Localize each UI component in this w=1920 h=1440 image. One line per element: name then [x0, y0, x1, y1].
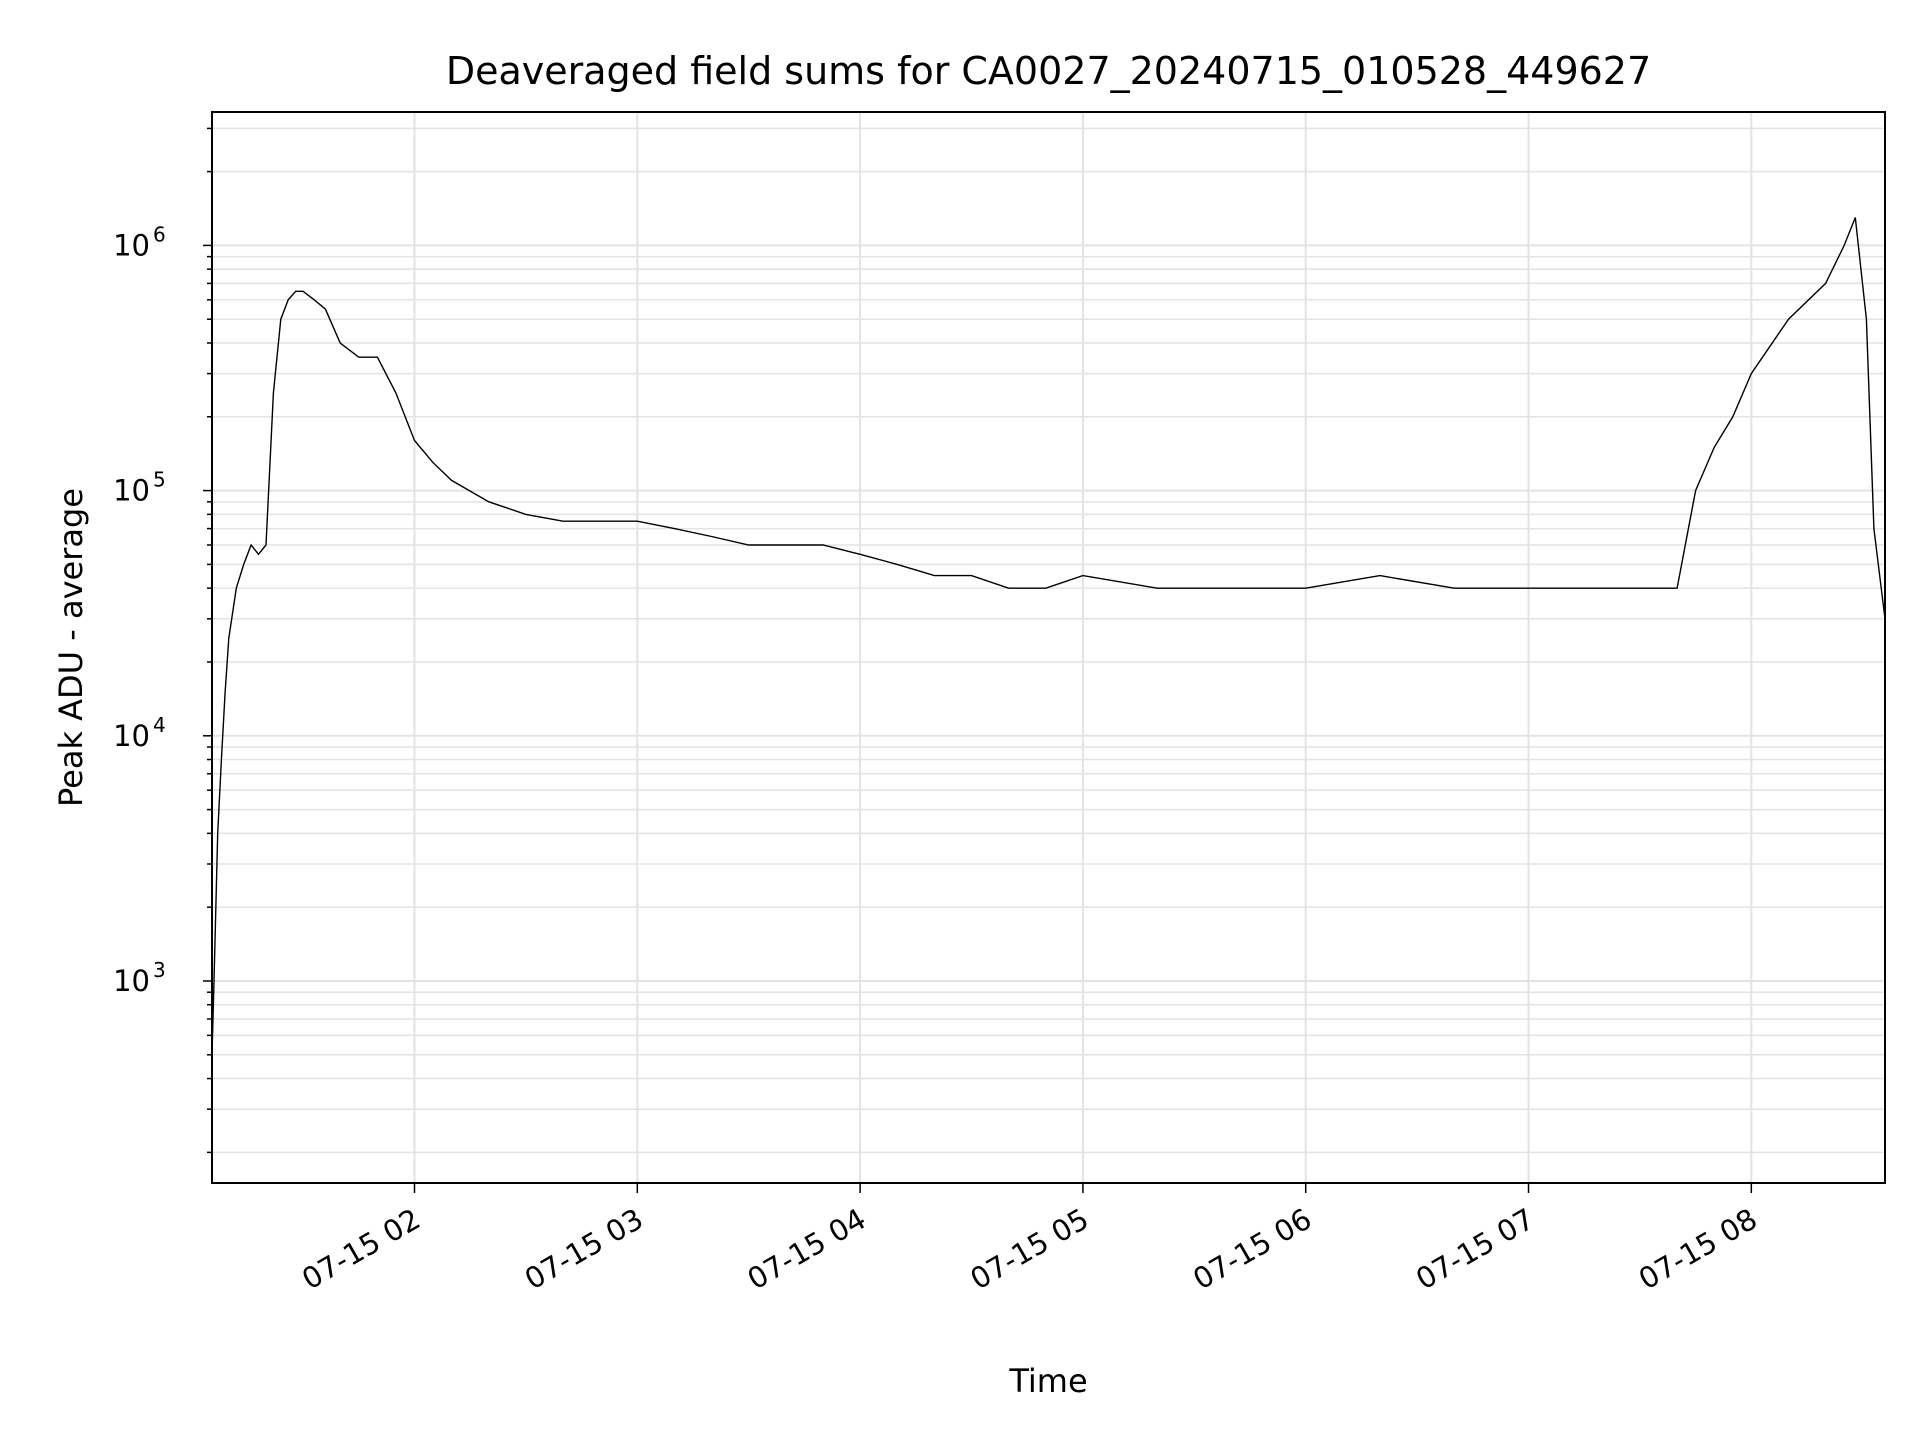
x-tick-label: 07-15 06	[1187, 1202, 1317, 1297]
plot-frame	[211, 111, 1886, 1184]
y-tick-label: 10	[113, 964, 150, 998]
y-tick-label-exponent: 3	[153, 958, 166, 982]
x-tick-label: 07-15 05	[964, 1202, 1094, 1297]
chart-title: Deaveraged field sums for CA0027_2024071…	[446, 49, 1651, 93]
x-tick-label: 07-15 03	[519, 1202, 649, 1297]
y-tick-label-exponent: 6	[153, 222, 166, 246]
x-tick-label: 07-15 02	[296, 1202, 426, 1297]
y-tick-label: 10	[113, 228, 150, 262]
x-axis-title: Time	[1008, 1362, 1087, 1400]
y-tick-label-exponent: 4	[153, 713, 166, 737]
data-series	[211, 217, 1886, 1055]
y-tick-label-exponent: 5	[153, 468, 166, 492]
x-tick-label: 07-15 04	[742, 1202, 872, 1297]
data-line	[211, 217, 1886, 1055]
x-tick-label: 07-15 08	[1633, 1202, 1763, 1297]
y-tick-label: 10	[113, 474, 150, 508]
y-axis-title: Peak ADU - average	[52, 488, 90, 807]
y-tick-label: 10	[113, 719, 150, 753]
grid-lines	[212, 112, 1885, 1183]
x-tick-label: 07-15 07	[1410, 1202, 1540, 1297]
